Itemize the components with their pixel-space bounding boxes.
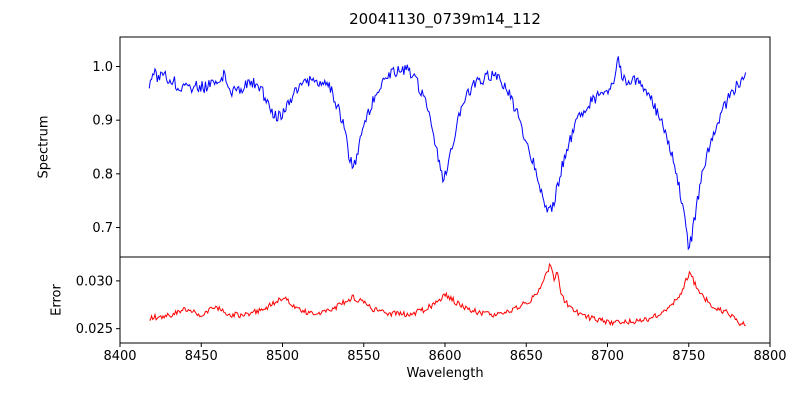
- x-tick-label: 8400: [103, 349, 136, 364]
- error-y-tick-label: 0.030: [76, 274, 113, 289]
- x-axis-label: Wavelength: [406, 366, 484, 381]
- error-y-tick-label: 0.025: [76, 322, 113, 337]
- spectrum-y-tick-label: 0.7: [92, 221, 113, 236]
- spectrum-y-tick-label: 1.0: [92, 60, 113, 75]
- spectrum-y-tick-label: 0.9: [92, 114, 113, 129]
- chart-title: 20041130_0739m14_112: [349, 10, 541, 28]
- x-tick-label: 8550: [347, 349, 380, 364]
- x-tick-label: 8650: [510, 349, 543, 364]
- spectrum-line: [148, 56, 747, 251]
- x-tick-label: 8700: [591, 349, 624, 364]
- x-tick-label: 8600: [428, 349, 461, 364]
- x-tick-label: 8800: [753, 349, 786, 364]
- spectrum-y-tick-label: 0.8: [92, 167, 113, 182]
- spectrum-panel-frame: [119, 36, 771, 258]
- x-tick-label: 8500: [266, 349, 299, 364]
- error-line: [149, 262, 746, 327]
- x-tick-label: 8750: [672, 349, 705, 364]
- error-panel-frame: [119, 256, 771, 344]
- x-tick-label: 8450: [185, 349, 218, 364]
